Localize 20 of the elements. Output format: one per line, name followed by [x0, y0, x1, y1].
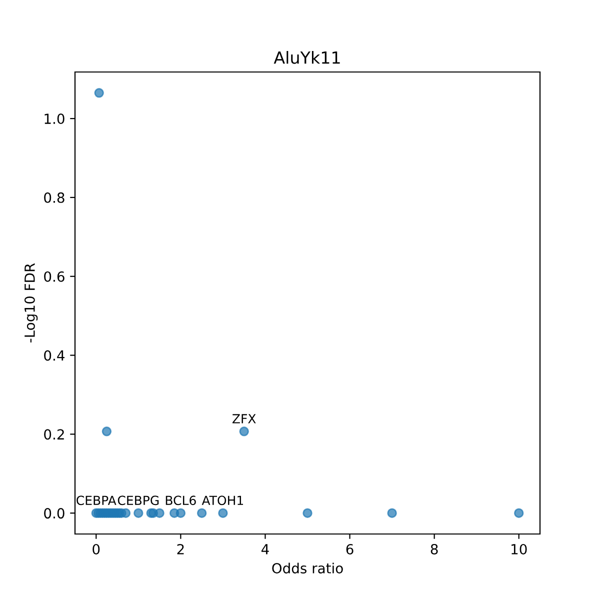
y-tick-label: 0.6	[44, 271, 64, 282]
x-tick-label: 4	[261, 544, 269, 554]
annotation: ATOH1	[202, 496, 244, 506]
chart-title: AluYk11	[274, 51, 340, 64]
x-axis-title: Odds ratio	[272, 562, 343, 574]
x-tick-label: 0	[92, 544, 100, 554]
annotation: ZFX	[232, 414, 256, 424]
y-tick-label: 1.0	[44, 114, 64, 124]
annotation: CEBPA	[76, 496, 116, 506]
y-tick-label: 0.2	[44, 429, 64, 440]
annotation: CEBPG	[118, 496, 159, 506]
x-tick-label: 2	[177, 544, 184, 554]
y-axis-title: -Log10 FDR	[24, 263, 38, 342]
x-tick-label: 10	[512, 544, 527, 554]
x-tick-label: 6	[346, 544, 354, 554]
x-tick-label: 8	[430, 544, 438, 554]
y-tick-label: 0.8	[44, 192, 64, 203]
y-tick-label: 0.0	[44, 508, 64, 519]
y-tick-label: 0.4	[44, 350, 64, 361]
annotation: BCL6	[166, 496, 196, 506]
